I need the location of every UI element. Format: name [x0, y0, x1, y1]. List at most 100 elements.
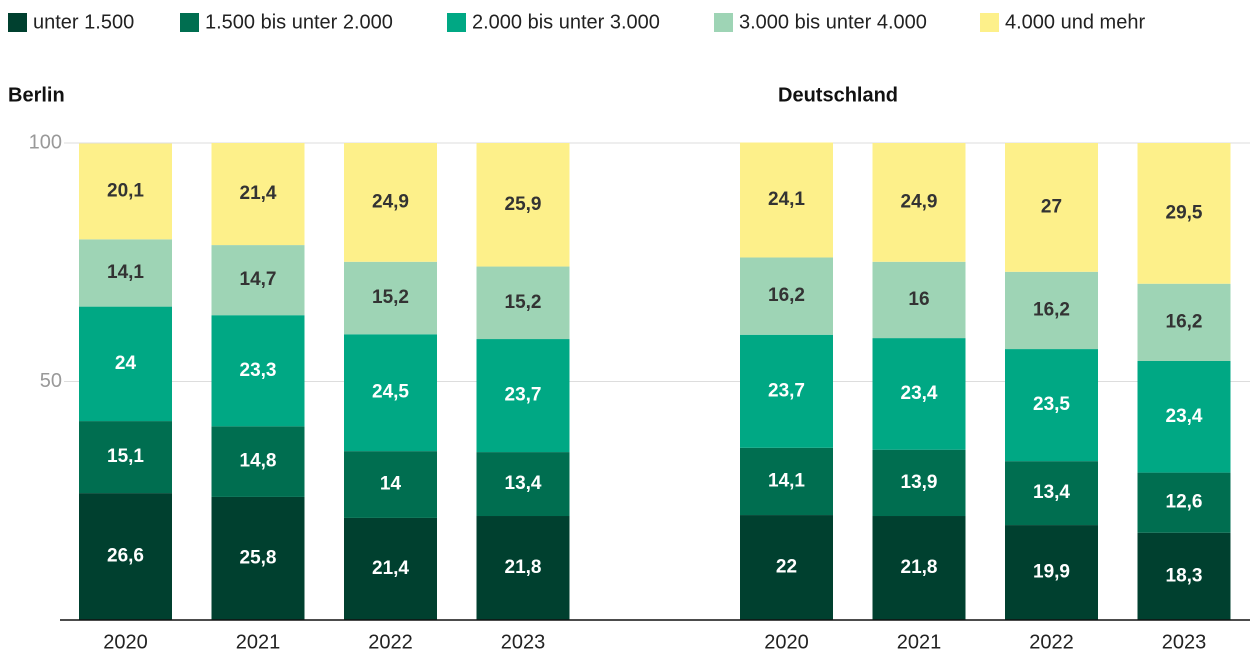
legend-swatch [180, 13, 199, 32]
value-label: 22 [776, 557, 797, 578]
bar-segment [1005, 525, 1098, 620]
value-label: 23,7 [768, 380, 805, 401]
legend-swatch [8, 13, 27, 32]
x-tick-label: 2021 [236, 631, 281, 652]
bar-segment [79, 493, 172, 620]
bar-segment [1005, 349, 1098, 462]
bar-segment [1005, 143, 1098, 272]
legend-label: 4.000 und mehr [1005, 11, 1145, 33]
value-label: 15,1 [107, 446, 144, 467]
bar-segment [211, 245, 305, 316]
value-label: 23,4 [901, 383, 938, 404]
bar-segment [740, 142, 833, 258]
bar-segment [344, 517, 437, 620]
value-label: 16,2 [768, 285, 805, 306]
value-label: 14,8 [240, 451, 277, 472]
bar-segment [740, 334, 833, 448]
bar-segment [344, 334, 437, 452]
bar-segment [1137, 143, 1231, 284]
value-label: 23,4 [1166, 406, 1203, 427]
value-label: 24,9 [901, 191, 938, 212]
bar-segment [872, 449, 966, 517]
value-label: 25,8 [240, 547, 277, 568]
x-tick-label: 2023 [1162, 631, 1207, 652]
value-label: 21,4 [372, 558, 409, 579]
value-label: 16,2 [1166, 311, 1203, 332]
bar-segment [1005, 461, 1098, 526]
value-label: 20,1 [107, 180, 144, 201]
value-label: 24,5 [372, 382, 409, 403]
value-label: 13,4 [1033, 482, 1070, 503]
bar-segment [476, 266, 570, 340]
legend-swatch [447, 13, 466, 32]
bar-segment [344, 261, 437, 335]
bar-segment [740, 515, 833, 620]
legend-label: 3.000 bis unter 4.000 [739, 11, 927, 33]
value-label: 23,3 [240, 360, 277, 381]
x-tick-label: 2022 [368, 631, 413, 652]
bar-segment [476, 452, 570, 517]
value-label: 15,2 [505, 292, 542, 313]
value-label: 21,8 [901, 557, 938, 578]
y-tick-label: 100 [29, 131, 62, 153]
value-label: 15,2 [372, 287, 409, 308]
value-label: 27 [1041, 196, 1062, 217]
value-label: 12,6 [1166, 492, 1203, 513]
value-label: 29,5 [1166, 202, 1203, 223]
value-label: 23,7 [505, 385, 542, 406]
bar-segment [1137, 283, 1231, 361]
bar-segment [211, 426, 305, 497]
value-label: 24 [115, 353, 137, 374]
bar-segment [344, 143, 437, 262]
bar-segment [1137, 532, 1231, 620]
bar-segment [1005, 271, 1098, 350]
value-label: 14,1 [768, 470, 805, 491]
value-label: 21,8 [505, 557, 542, 578]
bar-segment [79, 143, 172, 240]
value-label: 13,9 [901, 472, 938, 493]
x-tick-label: 2023 [501, 631, 546, 652]
bar-segment [1137, 360, 1231, 473]
bar-segment [79, 421, 172, 494]
legend-swatch [714, 13, 733, 32]
bar-segment [872, 261, 966, 339]
value-label: 25,9 [505, 194, 542, 215]
value-label: 14,1 [107, 262, 144, 283]
value-label: 24,1 [768, 189, 805, 210]
panel-title: Deutschland [778, 84, 898, 106]
bar-segment [872, 338, 966, 450]
value-label: 24,9 [372, 191, 409, 212]
value-label: 16,2 [1033, 299, 1070, 320]
legend-label: 1.500 bis unter 2.000 [205, 11, 393, 33]
x-tick-label: 2020 [764, 631, 809, 652]
bar-segment [211, 496, 305, 620]
value-label: 14 [380, 474, 402, 495]
value-label: 14,7 [240, 269, 277, 290]
value-label: 23,5 [1033, 394, 1070, 415]
bar-segment [79, 306, 172, 422]
legend-label: 2.000 bis unter 3.000 [472, 11, 660, 33]
bar-segment [740, 257, 833, 335]
bar-segment [872, 143, 966, 262]
x-tick-label: 2020 [103, 631, 148, 652]
value-label: 18,3 [1166, 565, 1203, 586]
x-tick-label: 2021 [897, 631, 942, 652]
bar-segment [740, 447, 833, 516]
x-tick-label: 2022 [1029, 631, 1074, 652]
bar-segment [476, 143, 570, 267]
value-label: 26,6 [107, 546, 144, 567]
bar-segment [79, 239, 172, 307]
bar-segment [872, 516, 966, 620]
value-label: 13,4 [505, 473, 542, 494]
y-tick-label: 50 [40, 370, 62, 392]
value-label: 19,9 [1033, 562, 1070, 583]
value-label: 16 [908, 289, 929, 310]
bar-segment [476, 339, 570, 453]
bar-segment [1137, 472, 1231, 533]
legend-swatch [980, 13, 999, 32]
legend-label: unter 1.500 [33, 11, 134, 33]
bar-segment [211, 315, 305, 427]
bar-segment [344, 451, 437, 518]
panel-title: Berlin [8, 84, 65, 106]
